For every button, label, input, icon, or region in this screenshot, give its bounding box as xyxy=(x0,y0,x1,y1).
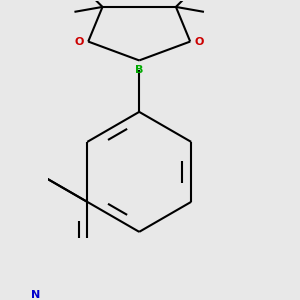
Text: O: O xyxy=(75,37,84,46)
Text: B: B xyxy=(135,65,143,75)
Text: O: O xyxy=(194,37,204,46)
Text: N: N xyxy=(31,290,40,300)
